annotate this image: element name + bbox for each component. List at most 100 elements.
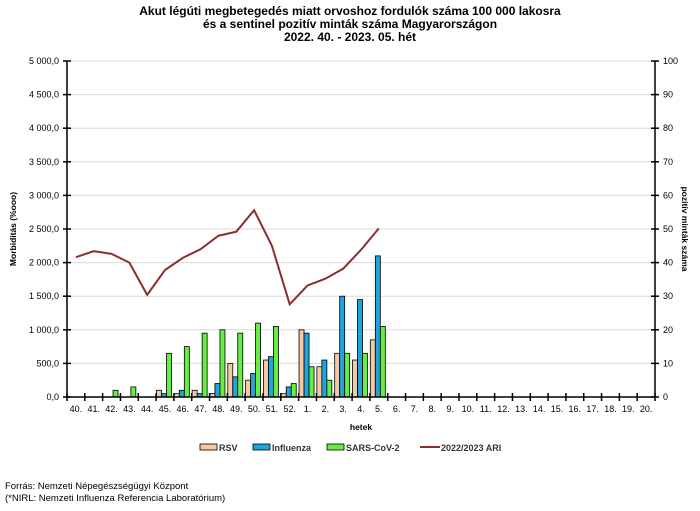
bar-sars-cov-2: [130, 386, 137, 398]
bar-sars-cov-2: [166, 352, 172, 398]
bar-rsv: [334, 352, 341, 398]
tick-label-right: 10: [663, 358, 673, 368]
note-text: (*NIRL: Nemzeti Influenza Referencia Lab…: [5, 493, 226, 504]
tick-label-left: 3 000,0: [29, 190, 59, 200]
tick-label-x: 9.: [446, 404, 454, 414]
bar-sars-cov-2: [290, 383, 297, 398]
tick-label-x: 2.: [322, 404, 330, 414]
tick-label-right: 50: [663, 224, 673, 234]
title-line-3: 2022. 40. - 2023. 05. hét: [283, 30, 417, 44]
tick-label-x: 40.: [70, 404, 83, 414]
tick-label-x: 48.: [212, 404, 225, 414]
tick-label-right: 0: [663, 392, 668, 402]
bar-rsv: [369, 339, 376, 398]
bar-sars-cov-2: [273, 326, 279, 398]
bar-influenza: [303, 332, 310, 398]
tick-label-x: 10.: [462, 404, 475, 414]
legend-swatch: [252, 443, 271, 451]
bar-sars-cov-2: [344, 352, 351, 398]
tick-label-x: 44.: [141, 404, 154, 414]
tick-label-right: 60: [663, 190, 673, 200]
legend-label: 2022/2023 ARI: [441, 443, 501, 453]
tick-label-x: 4.: [357, 404, 365, 414]
tick-label-right: 70: [663, 157, 673, 167]
bar-sars-cov-2: [362, 352, 368, 398]
tick-label-right: 40: [663, 258, 673, 268]
legend-label: RSV: [219, 443, 238, 453]
tick-label-right: 90: [663, 90, 673, 100]
tick-label-left: 5 000,0: [29, 56, 59, 66]
tick-label-x: 13.: [515, 404, 528, 414]
tick-label-left: 4 500,0: [29, 90, 59, 100]
title-line-1: Akut légúti megbetegedés miatt orvoshoz …: [139, 4, 561, 18]
bar-influenza: [178, 389, 185, 398]
bar-sars-cov-2: [308, 366, 315, 398]
tick-label-x: 41.: [87, 404, 100, 414]
tick-label-x: 52.: [283, 404, 296, 414]
bar-sars-cov-2: [237, 332, 244, 398]
tick-label-x: 15.: [551, 404, 564, 414]
bar-rsv: [316, 366, 323, 398]
line-ari: [75, 208, 380, 307]
chart-title: Akut légúti megbetegedés miatt orvoshoz …: [0, 5, 700, 44]
x-axis-title: hetek: [350, 422, 372, 432]
tick-label-x: 45.: [159, 404, 172, 414]
bar-sars-cov-2: [201, 332, 208, 398]
bar-influenza: [268, 356, 274, 398]
bar-sars-cov-2: [379, 326, 386, 398]
y-axis-title-left: Morbiditás (%ooo): [8, 192, 18, 266]
tick-label-x: 11.: [480, 404, 492, 414]
tick-label-left: 0,0: [46, 392, 59, 402]
legend-label: Influenza: [272, 443, 312, 453]
legend-swatch: [326, 443, 345, 451]
tick-label-x: 51.: [266, 404, 279, 414]
tick-label-left: 2 000,0: [29, 258, 59, 268]
tick-label-x: 50.: [248, 404, 261, 414]
bar-rsv: [263, 359, 269, 398]
tick-label-x: 1.: [304, 404, 312, 414]
bar-influenza: [339, 295, 346, 398]
tick-label-x: 42.: [105, 404, 118, 414]
bar-rsv: [245, 379, 251, 398]
tick-label-x: 18.: [604, 404, 617, 414]
bar-rsv: [352, 359, 358, 398]
bar-sars-cov-2: [255, 322, 261, 398]
bar-sars-cov-2: [219, 329, 226, 398]
tick-label-x: 47.: [194, 404, 207, 414]
tick-label-x: 17.: [586, 404, 599, 414]
bar-rsv: [156, 389, 162, 398]
legend-swatch: [199, 443, 218, 451]
bar-influenza: [214, 383, 221, 398]
bar-rsv: [298, 329, 305, 398]
bar-influenza: [321, 359, 328, 398]
tick-label-left: 500,0: [36, 358, 59, 368]
tick-label-left: 1 500,0: [29, 291, 59, 301]
bar-influenza: [250, 373, 256, 398]
tick-label-right: 20: [663, 325, 673, 335]
source-text: Forrás: Nemzeti Népegészségügyi Központ: [5, 481, 189, 492]
tick-label-x: 46.: [177, 404, 190, 414]
tick-label-x: 43.: [123, 404, 136, 414]
tick-label-x: 16.: [569, 404, 582, 414]
tick-label-x: 8.: [429, 404, 437, 414]
tick-label-left: 4 000,0: [29, 123, 59, 133]
tick-label-x: 19.: [622, 404, 635, 414]
bar-influenza: [232, 376, 239, 398]
tick-label-x: 6.: [393, 404, 401, 414]
bar-sars-cov-2: [112, 389, 119, 398]
tick-label-left: 3 500,0: [29, 157, 59, 167]
bar-rsv: [191, 389, 198, 398]
tick-label-left: 1 000,0: [29, 325, 59, 335]
bar-rsv: [227, 362, 234, 398]
tick-label-right: 100: [663, 56, 678, 66]
tick-label-x: 3.: [339, 404, 347, 414]
tick-label-x: 5.: [375, 404, 383, 414]
tick-label-x: 7.: [411, 404, 419, 414]
bar-influenza: [285, 386, 292, 398]
tick-label-right: 80: [663, 123, 673, 133]
bar-sars-cov-2: [183, 346, 190, 398]
tick-label-left: 2 500,0: [29, 224, 59, 234]
y-axis-title-right: pozitív minták száma: [680, 186, 690, 271]
tick-label-x: 14.: [533, 404, 546, 414]
